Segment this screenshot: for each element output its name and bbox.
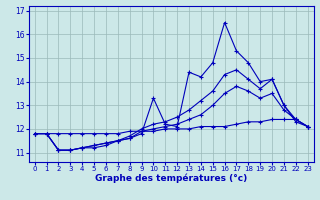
X-axis label: Graphe des températures (°c): Graphe des températures (°c) bbox=[95, 174, 247, 183]
